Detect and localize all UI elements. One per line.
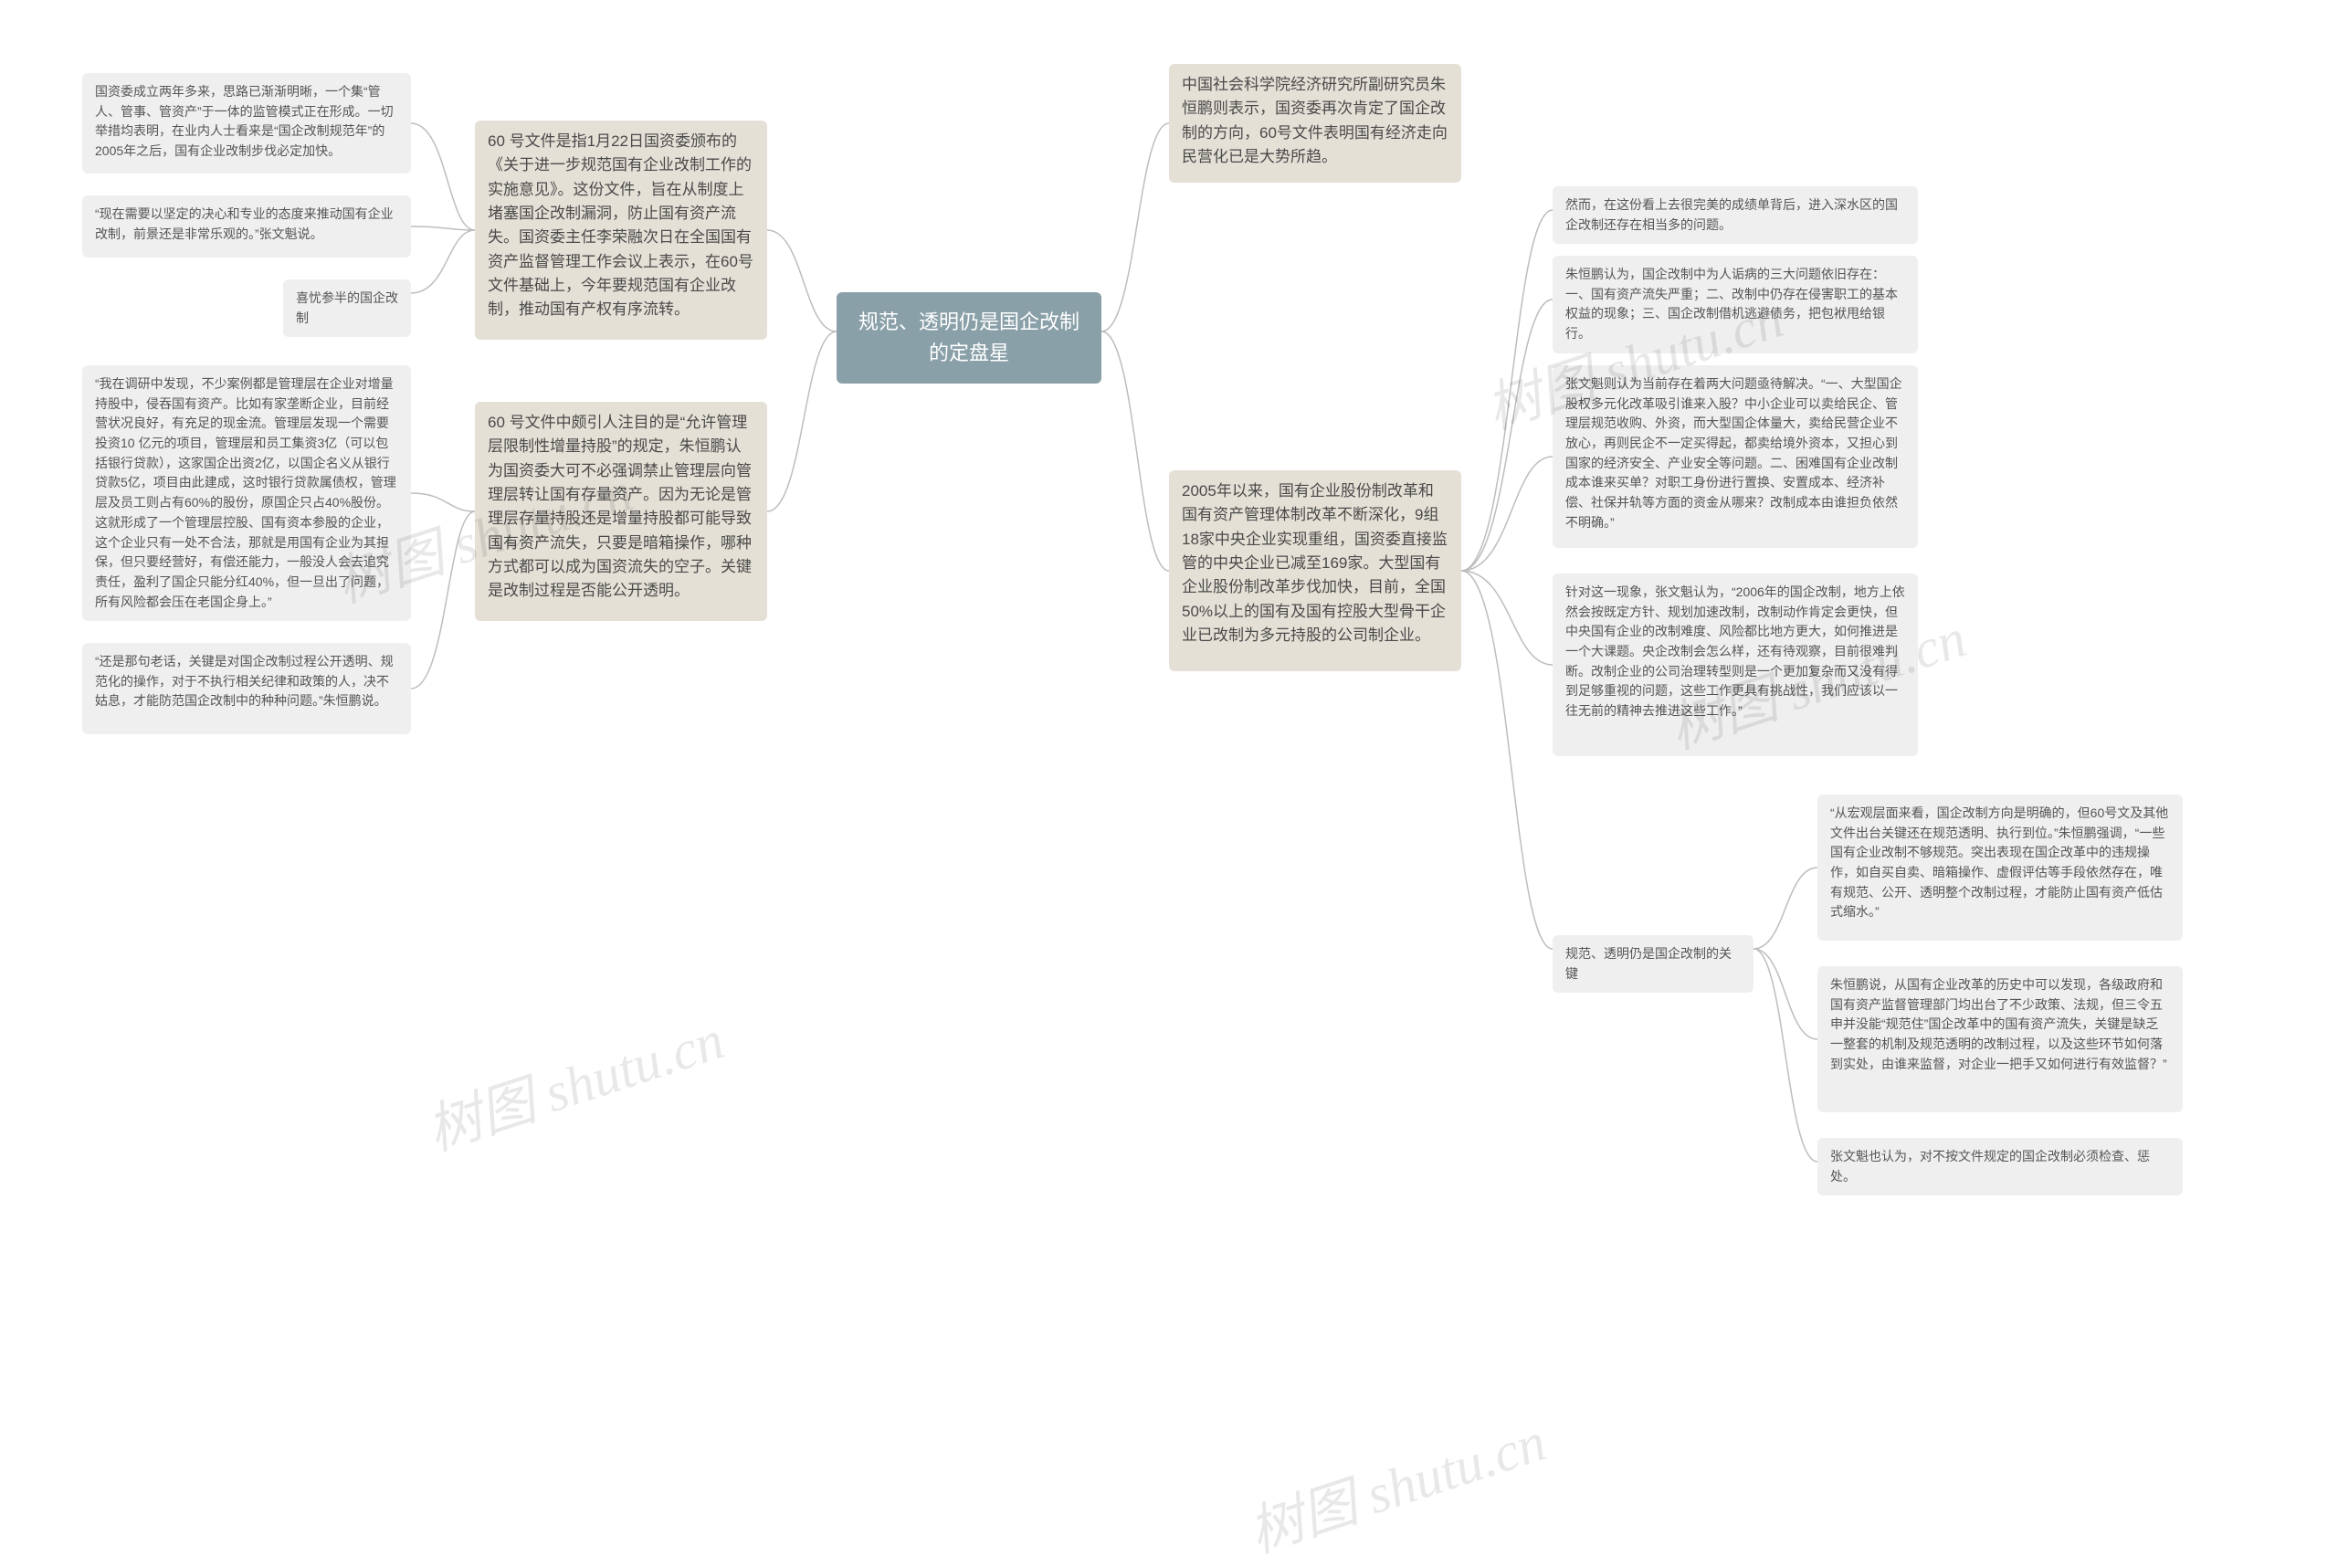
left-branch-2: 60 号文件中颇引人注目的是“允许管理层限制性增量持股”的规定，朱恒鹏认为国资委… bbox=[475, 402, 767, 621]
connector bbox=[1101, 123, 1169, 331]
connector bbox=[1461, 210, 1553, 571]
connector bbox=[1461, 300, 1553, 571]
right-branch-2-e-child-2: 朱恒鹏说，从国有企业改革的历史中可以发现，各级政府和国有资产监督管理部门均出台了… bbox=[1817, 966, 2183, 1112]
connector bbox=[1754, 949, 1817, 1039]
connector bbox=[411, 230, 475, 293]
right-branch-2: 2005年以来，国有企业股份制改革和国有资产管理体制改革不断深化，9组18家中央… bbox=[1169, 470, 1461, 671]
right-branch-2-e-child-1: “从宏观层面来看，国企改制方向是明确的，但60号文及其他文件出台关键还在规范透明… bbox=[1817, 795, 2183, 941]
connector bbox=[1754, 868, 1817, 949]
connector bbox=[1754, 949, 1817, 1162]
connector bbox=[1461, 571, 1553, 665]
connector bbox=[411, 493, 475, 511]
connector bbox=[767, 331, 837, 511]
watermark: 树图 shutu.cn bbox=[416, 995, 732, 1166]
right-branch-2-child-c: 张文魁则认为当前存在着两大问题亟待解决。“一、大型国企股权多元化改革吸引谁来入股… bbox=[1553, 365, 1918, 548]
left-branch-2-child-b: “还是那句老话，关键是对国企改制过程公开透明、规范化的操作，对于不执行相关纪律和… bbox=[82, 643, 411, 734]
left-branch-1-child-b: “现在需要以坚定的决心和专业的态度来推动国有企业改制，前景还是非常乐观的。”张文… bbox=[82, 195, 411, 258]
left-branch-2-child-a: “我在调研中发现，不少案例都是管理层在企业对增量持股中，侵吞国有资产。比如有家垄… bbox=[82, 365, 411, 621]
connector bbox=[767, 230, 837, 331]
root-node: 规范、透明仍是国企改制的定盘星 bbox=[837, 292, 1101, 384]
connector bbox=[1461, 571, 1553, 949]
connector bbox=[411, 511, 475, 689]
connector bbox=[1461, 457, 1553, 571]
connector bbox=[411, 123, 475, 230]
right-branch-2-child-e: 规范、透明仍是国企改制的关键 bbox=[1553, 935, 1754, 993]
right-branch-2-child-b: 朱恒鹏认为，国企改制中为人诟病的三大问题依旧存在：一、国有资产流失严重；二、改制… bbox=[1553, 256, 1918, 353]
right-branch-2-child-a: 然而，在这份看上去很完美的成绩单背后，进入深水区的国企改制还存在相当多的问题。 bbox=[1553, 186, 1918, 244]
connector bbox=[411, 226, 475, 230]
watermark: 树图 shutu.cn bbox=[1237, 1397, 1554, 1568]
left-branch-1-child-c: 喜忧参半的国企改制 bbox=[283, 279, 411, 337]
right-branch-1: 中国社会科学院经济研究所副研究员朱恒鹏则表示，国资委再次肯定了国企改制的方向，6… bbox=[1169, 64, 1461, 183]
right-branch-2-child-d: 针对这一现象，张文魁认为，“2006年的国企改制，地方上依然会按既定方针、规划加… bbox=[1553, 574, 1918, 756]
left-branch-1: 60 号文件是指1月22日国资委颁布的《关于进一步规范国有企业改制工作的实施意见… bbox=[475, 121, 767, 340]
connector bbox=[1101, 331, 1169, 571]
left-branch-1-child-a: 国资委成立两年多来，思路已渐渐明晰，一个集“管人、管事、管资产”于一体的监管模式… bbox=[82, 73, 411, 174]
right-branch-2-e-child-3: 张文魁也认为，对不按文件规定的国企改制必须检查、惩处。 bbox=[1817, 1138, 2183, 1195]
